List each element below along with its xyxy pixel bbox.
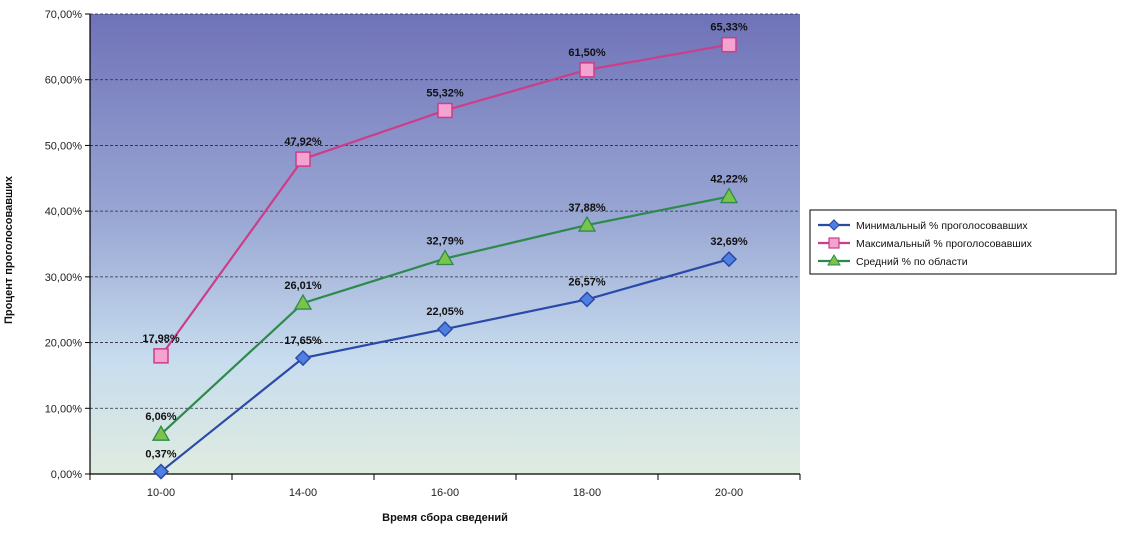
series-group xyxy=(151,36,739,480)
data-point-triangle xyxy=(151,424,171,441)
y-tick-label: 20,00% xyxy=(45,338,83,350)
data-point-diamond xyxy=(152,463,170,480)
y-tick-label: 40,00% xyxy=(45,206,83,218)
legend-box xyxy=(809,209,1117,275)
x-tick-label: 14-00 xyxy=(289,487,317,499)
y-tick-label: 70,00% xyxy=(45,9,83,21)
legend-marker-diamond xyxy=(828,219,840,231)
data-label: 32,79% xyxy=(426,236,464,248)
x-axis-title: Время сбора сведений xyxy=(382,512,508,524)
data-label: 47,92% xyxy=(284,136,322,148)
data-point-triangle xyxy=(719,187,739,204)
legend-marker-square xyxy=(828,237,840,249)
data-label: 61,50% xyxy=(568,47,606,59)
gridlines xyxy=(90,13,800,409)
legend-label: Минимальный % проголосовавших xyxy=(856,220,1028,232)
legend-marker-triangle xyxy=(827,254,841,266)
legend-label: Средний % по области xyxy=(856,256,968,268)
x-tick-label: 20-00 xyxy=(715,487,743,499)
data-label: 26,57% xyxy=(568,276,606,288)
data-point-triangle xyxy=(293,293,313,310)
y-tick-label: 0,00% xyxy=(51,469,82,481)
data-label: 32,69% xyxy=(710,236,748,248)
data-label: 65,33% xyxy=(710,22,748,34)
data-point-diamond xyxy=(436,321,454,338)
data-point-triangle xyxy=(435,249,455,266)
data-point-diamond xyxy=(294,349,312,367)
data-point-diamond xyxy=(720,251,738,268)
y-tick-label: 60,00% xyxy=(45,75,83,87)
data-point-triangle xyxy=(577,215,597,232)
x-tick-label: 16-00 xyxy=(431,487,459,499)
plot-area xyxy=(90,14,800,474)
data-label: 22,05% xyxy=(426,306,464,318)
legend-label: Максимальный % проголосовавших xyxy=(856,238,1033,250)
data-point-square xyxy=(153,348,169,364)
y-tick-label: 10,00% xyxy=(45,403,83,415)
data-label: 0,37% xyxy=(145,449,176,461)
data-label: 17,65% xyxy=(284,335,322,347)
axes: 0,00% 10,00% 20,00% 30,00% 40,00% 50,00% 60,00… xyxy=(45,9,801,499)
data-point-square xyxy=(721,36,737,53)
y-axis-title: Процент проголосовавших xyxy=(3,175,15,324)
data-label: 37,88% xyxy=(568,202,606,214)
data-label: 55,32% xyxy=(426,87,464,99)
y-tick-label: 30,00% xyxy=(45,272,83,284)
data-point-square xyxy=(295,151,311,167)
data-point-square xyxy=(437,102,453,119)
data-label: 6,06% xyxy=(145,411,176,423)
x-tick-label: 18-00 xyxy=(573,487,601,499)
data-label: 17,98% xyxy=(142,333,180,345)
legend: Минимальный % проголосовавших Максимальны… xyxy=(809,209,1117,275)
y-tick-label: 50,00% xyxy=(45,140,83,152)
data-labels: 0,37% 17,65% 22,05% 26,57% 32,69% 17,98% 47,92… xyxy=(142,22,748,461)
data-point-diamond xyxy=(578,291,596,308)
x-tick-label: 10-00 xyxy=(147,487,175,499)
data-label: 42,22% xyxy=(710,174,748,186)
data-point-square xyxy=(579,62,595,78)
data-label: 26,01% xyxy=(284,280,322,292)
